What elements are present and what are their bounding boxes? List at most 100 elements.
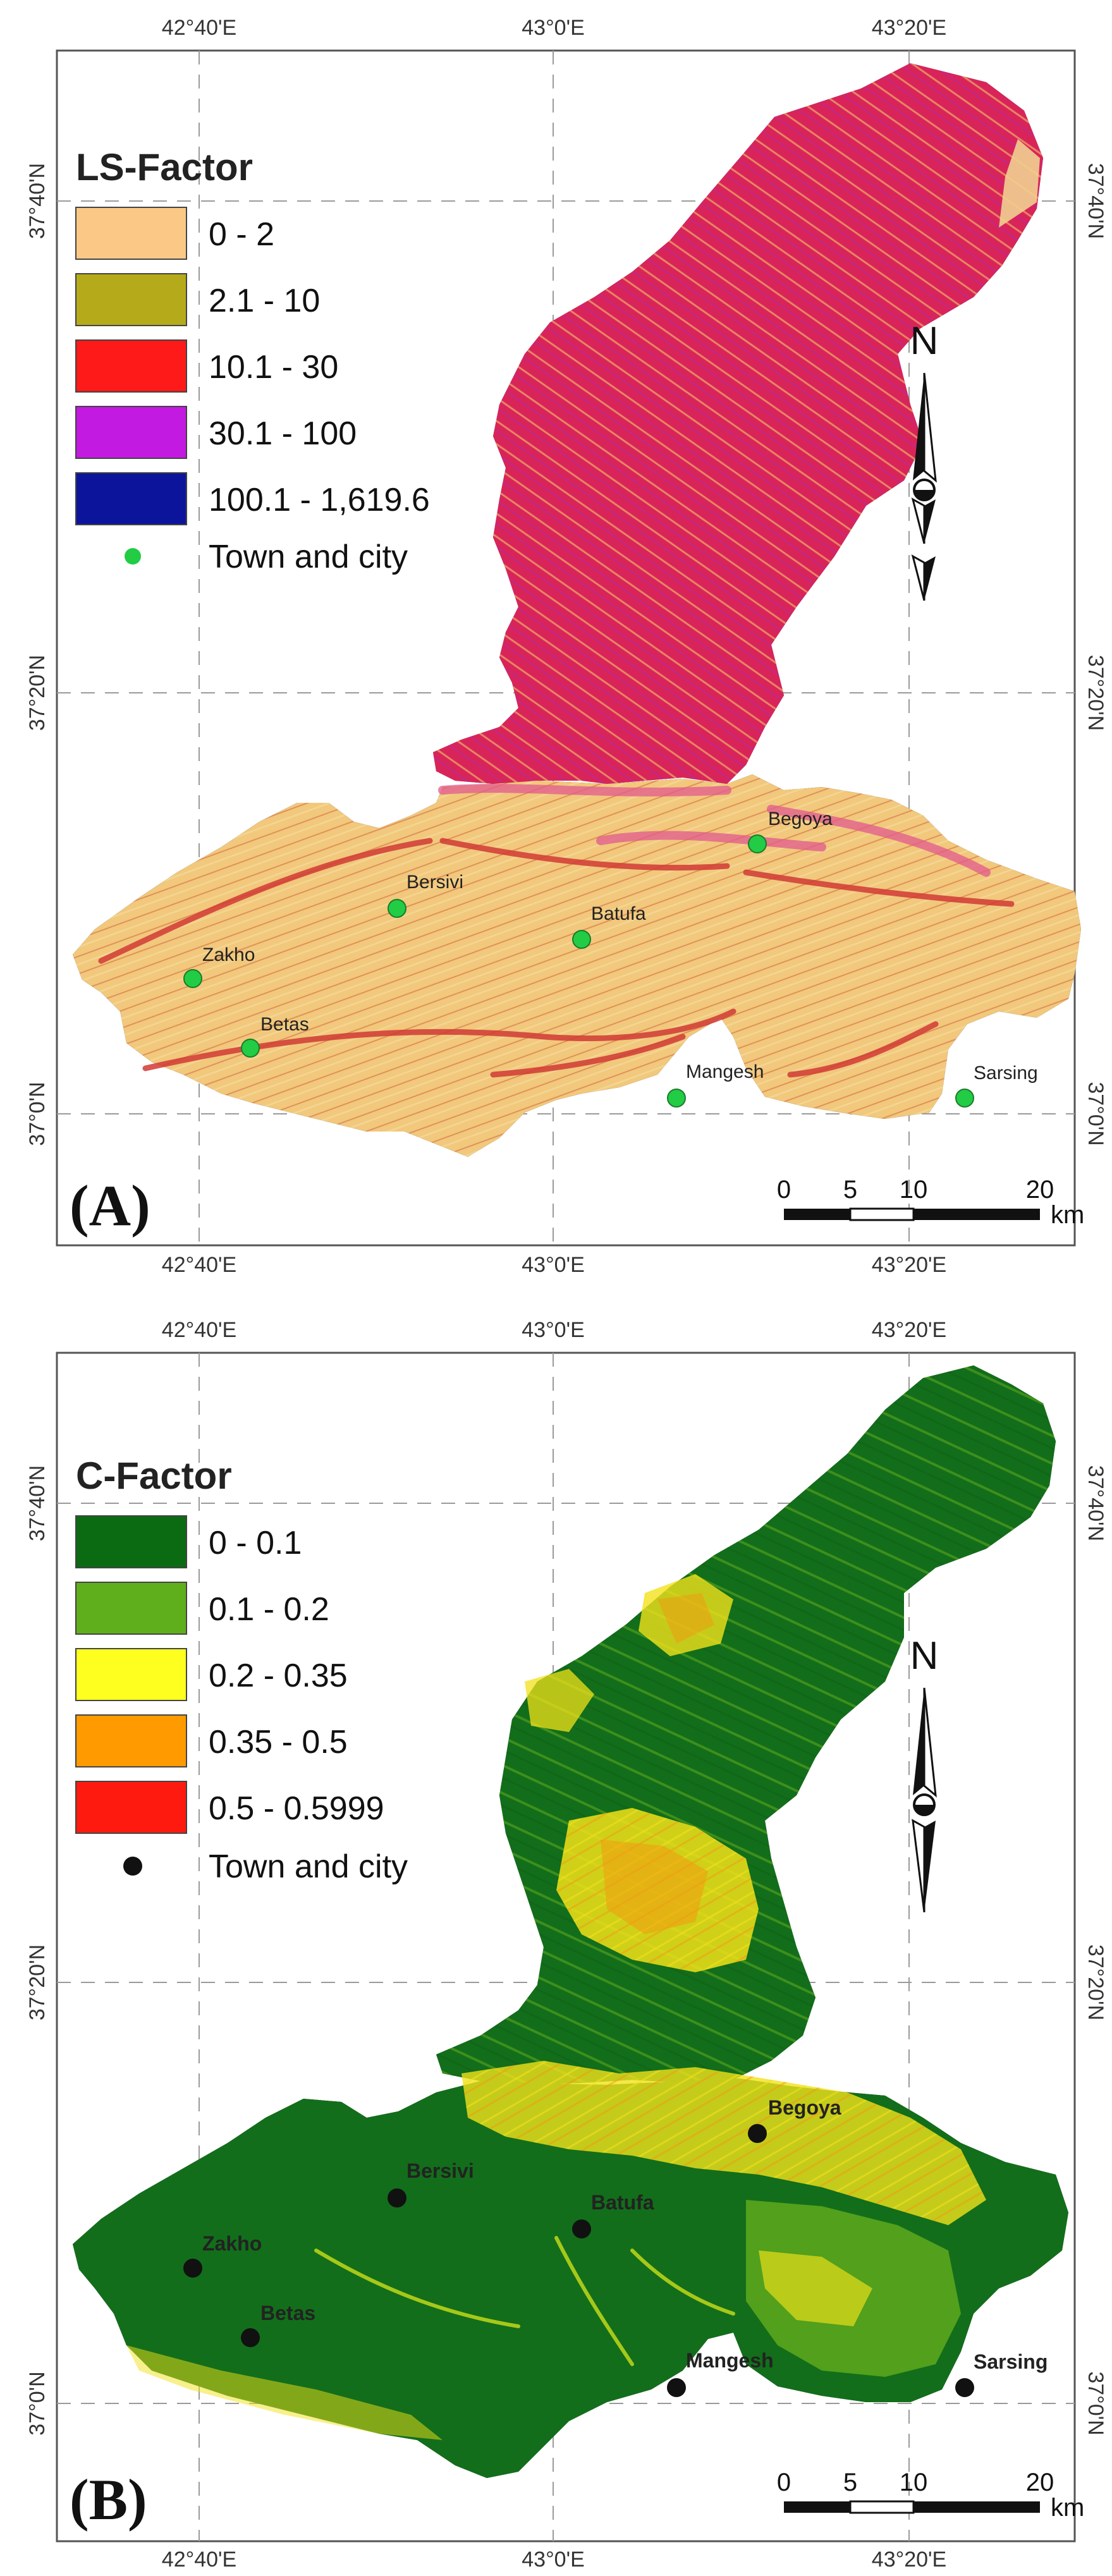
lon-label: 43°0'E — [522, 16, 585, 40]
legend-swatch — [75, 273, 187, 326]
legend-label: 0.35 - 0.5 — [209, 1724, 348, 1761]
legend-title: LS-Factor — [76, 146, 253, 188]
legend-swatch — [75, 406, 187, 459]
lat-labels-left: 37°40'N 37°20'N 37°0'N — [25, 1465, 49, 2436]
lon-label: 42°40'E — [162, 1318, 236, 1342]
scale-unit: km — [1051, 1201, 1084, 1229]
town-label: Mangesh — [686, 2349, 774, 2372]
town-marker-icon — [748, 2124, 767, 2143]
scale-bar: 0 5 10 20 km — [777, 1176, 1084, 1229]
north-label: N — [910, 319, 939, 363]
lat-label: 37°40'N — [25, 163, 49, 239]
town-marker-icon — [183, 969, 202, 988]
lon-label: 42°40'E — [162, 1253, 236, 1277]
town-label: Begoya — [768, 809, 833, 829]
lat-label: 37°0'N — [25, 1082, 49, 1145]
map-panel-a: 42°40'E 43°0'E 43°20'E 42°40'E 43°0'E 43… — [0, 0, 1112, 1283]
town-label: Bersivi — [406, 872, 463, 893]
scale-unit: km — [1051, 2494, 1084, 2522]
town-marker-icon — [241, 2328, 260, 2347]
north-arrow-icon: N — [910, 1634, 939, 1913]
lat-label: 37°40'N — [1084, 1465, 1108, 1541]
town-marker-icon — [955, 2378, 974, 2397]
ls-factor-map: 42°40'E 43°0'E 43°20'E 42°40'E 43°0'E 43… — [25, 16, 1108, 1277]
lon-label: 43°20'E — [872, 1318, 946, 1342]
legend-label: 100.1 - 1,619.6 — [209, 482, 430, 518]
north-label: N — [910, 1634, 939, 1678]
scale-tick: 20 — [1026, 2469, 1054, 2496]
legend-swatch — [75, 1781, 187, 1834]
lat-label: 37°40'N — [1084, 163, 1108, 239]
lon-label: 42°40'E — [162, 2548, 236, 2572]
towns: Begoya Bersivi Batufa Zakho Betas Manges… — [183, 809, 1038, 1108]
town-label: Begoya — [768, 2096, 841, 2119]
town-label: Batufa — [591, 903, 646, 924]
lon-label: 43°20'E — [872, 2548, 946, 2572]
north-arrow-icon: N — [910, 319, 939, 601]
lon-labels-top: 42°40'E 43°0'E 43°20'E — [162, 16, 946, 40]
town-label: Mangesh — [686, 1061, 764, 1082]
town-label: Batufa — [591, 2191, 654, 2214]
high-c-factor-zones — [126, 1574, 986, 2440]
lat-labels-right: 37°40'N 37°20'N 37°0'N — [1084, 1465, 1108, 2436]
town-marker-icon — [183, 2259, 202, 2278]
town-label: Sarsing — [974, 1063, 1038, 1084]
legend-label: Town and city — [209, 539, 408, 575]
lat-label: 37°20'N — [1084, 1944, 1108, 2020]
scale-tick: 5 — [843, 2469, 857, 2496]
legend-label: 2.1 - 10 — [209, 283, 320, 319]
lat-label: 37°0'N — [1084, 1082, 1108, 1145]
lat-label: 37°0'N — [1084, 2371, 1108, 2435]
legend-label: 10.1 - 30 — [209, 349, 338, 386]
lat-label: 37°40'N — [25, 1465, 49, 1541]
town-marker-icon — [388, 899, 406, 918]
scale-tick: 20 — [1026, 1176, 1054, 1204]
town-marker-icon — [572, 2219, 591, 2238]
scale-tick: 10 — [900, 1176, 928, 1204]
panel-tag: (B) — [70, 2467, 147, 2532]
legend: LS-Factor 0 - 2 2.1 - 10 10.1 - 30 30.1 … — [75, 146, 430, 575]
map-panel-b: 42°40'E 43°0'E 43°20'E 42°40'E 43°0'E 43… — [0, 1302, 1112, 2576]
legend-label: Town and city — [209, 1848, 408, 1885]
legend-label: 0 - 2 — [209, 216, 274, 253]
town-label: Zakho — [202, 944, 255, 965]
scale-tick: 0 — [777, 1176, 791, 1204]
town-marker-icon — [748, 834, 767, 853]
lon-labels-bottom: 42°40'E 43°0'E 43°20'E — [162, 2548, 946, 2572]
town-marker-icon — [388, 2188, 406, 2207]
legend-swatch — [75, 472, 187, 525]
lon-label: 43°0'E — [522, 2548, 585, 2572]
town-label: Bersivi — [406, 2159, 474, 2182]
lon-labels-bottom: 42°40'E 43°0'E 43°20'E — [162, 1253, 946, 1277]
lat-labels-right: 37°40'N 37°20'N 37°0'N — [1084, 163, 1108, 1146]
stream-streaks — [314, 2236, 735, 2366]
lon-label: 43°20'E — [872, 16, 946, 40]
legend-swatch — [75, 207, 187, 260]
scale-tick: 0 — [777, 2469, 791, 2496]
panel-tag: (A) — [70, 1173, 150, 1238]
town-label: Sarsing — [974, 2350, 1048, 2373]
town-marker-icon — [667, 1089, 686, 1108]
scale-tick: 5 — [843, 1176, 857, 1204]
lon-label: 43°0'E — [522, 1253, 585, 1277]
c-factor-map: 42°40'E 43°0'E 43°20'E 42°40'E 43°0'E 43… — [25, 1318, 1108, 2572]
scale-tick: 10 — [900, 2469, 928, 2496]
lon-label: 42°40'E — [162, 16, 236, 40]
lat-label: 37°20'N — [1084, 655, 1108, 731]
town-marker-icon — [125, 548, 141, 565]
legend-swatch — [75, 1582, 187, 1635]
legend-label: 30.1 - 100 — [209, 415, 357, 452]
lat-label: 37°20'N — [25, 1944, 49, 2020]
town-marker-icon — [572, 930, 591, 949]
legend-swatch — [75, 339, 187, 393]
lon-labels-top: 42°40'E 43°0'E 43°20'E — [162, 1318, 946, 1342]
town-marker-icon — [123, 1857, 142, 1876]
towns: Begoya Bersivi Batufa Zakho Betas Manges… — [183, 2096, 1048, 2397]
legend-label: 0.5 - 0.5999 — [209, 1790, 384, 1827]
lat-labels-left: 37°40'N 37°20'N 37°0'N — [25, 163, 49, 1146]
legend-swatch — [75, 1515, 187, 1568]
town-marker-icon — [667, 2378, 686, 2397]
town-label: Zakho — [202, 2232, 262, 2255]
lon-label: 43°20'E — [872, 1253, 946, 1277]
legend-title: C-Factor — [76, 1455, 232, 1497]
